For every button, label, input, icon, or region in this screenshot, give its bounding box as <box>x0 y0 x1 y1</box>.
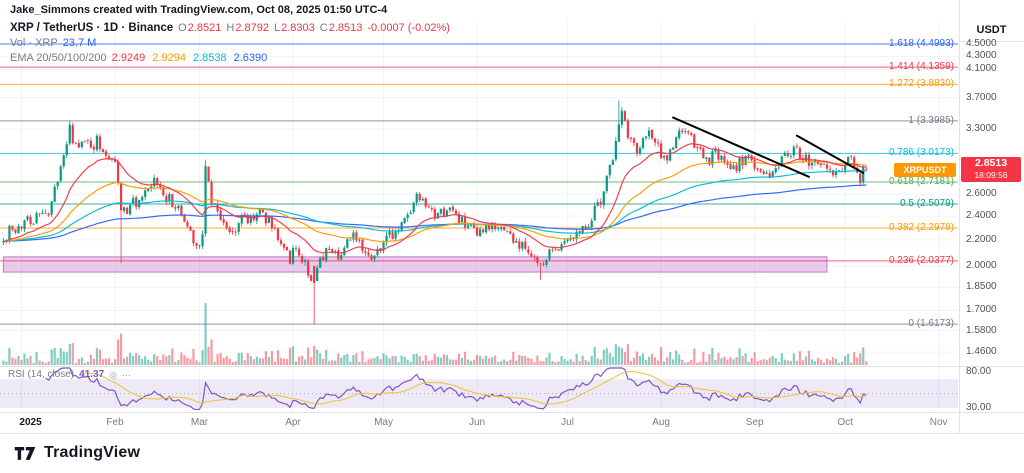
pane-separator-main-rsi[interactable] <box>0 366 1024 367</box>
open-value: 2.8521 <box>187 21 222 34</box>
currency-label: USDT <box>976 24 1007 36</box>
rsi-label: RSI (14, close) <box>8 369 75 380</box>
high-label: H <box>226 21 235 34</box>
chart-bottom-border <box>0 433 1024 434</box>
price-axis[interactable]: USDT 2.8513 18:09:56 <box>959 0 1024 433</box>
last-price-badge: 2.8513 18:09:56 <box>961 157 1021 182</box>
ema-value: 2.6390 <box>233 51 268 64</box>
tradingview-logo[interactable]: TradingView <box>13 441 140 465</box>
axis-header-divider <box>959 41 1024 42</box>
high-value: 2.8792 <box>235 21 269 34</box>
rsi-legend[interactable]: RSI (14, close) 41.37 ◎ ⋯ <box>8 369 131 380</box>
rsi-value: 41.37 <box>79 369 105 380</box>
more-options-icon[interactable]: ⋯ <box>122 369 132 380</box>
symbol-title: XRP / TetherUS · 1D · Binance <box>10 21 174 34</box>
ema-value: 2.9294 <box>152 51 186 64</box>
time-axis[interactable] <box>0 412 1024 433</box>
volume-label: Vol · XRP <box>10 36 58 49</box>
footer-bar: TradingView <box>0 433 1024 473</box>
pane-separator-rsi-time <box>0 412 1024 413</box>
open-label: O <box>178 21 187 34</box>
ema-label: EMA 20/50/100/200 <box>10 51 107 64</box>
eye-icon[interactable]: ◎ <box>109 369 118 380</box>
tradingview-logo-icon <box>14 447 36 460</box>
ema-value: 2.8538 <box>192 51 227 64</box>
last-price: 2.8513 <box>974 157 1008 169</box>
attribution-text: Jake_Simmons created with TradingView.co… <box>10 4 388 16</box>
low-label: L <box>274 21 281 34</box>
tradingview-logo-text: TradingView <box>44 444 141 461</box>
axis-separator <box>959 0 960 433</box>
close-value: 2.8513 <box>328 21 363 34</box>
low-value: 2.8303 <box>281 21 315 34</box>
countdown-timer: 18:09:56 <box>974 170 1008 180</box>
symbol-price-tag: XRPUSDT <box>894 163 956 177</box>
ema-values: 2.9249 2.9294 2.8538 2.6390 <box>112 52 268 64</box>
close-label: C <box>319 21 328 34</box>
ema-value: 2.9249 <box>111 51 146 64</box>
change-value: -0.0007 (-0.02%) <box>367 21 450 34</box>
legend-volume-row[interactable]: Vol · XRP 23.7 M <box>10 35 450 50</box>
legend-ema-row[interactable]: EMA 20/50/100/200 2.9249 2.9294 2.8538 2.63… <box>10 50 450 65</box>
volume-value: 23.7 M <box>62 36 97 49</box>
